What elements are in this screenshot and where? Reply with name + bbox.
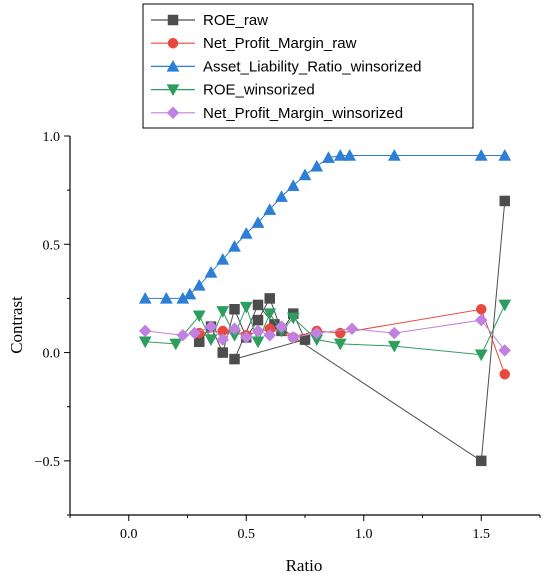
marker-diamond (345, 322, 359, 336)
marker-circle (499, 368, 510, 380)
marker-circle (476, 304, 487, 315)
marker-triangle-up (204, 265, 218, 278)
marker-triangle-down (192, 310, 206, 323)
marker-triangle-up (387, 148, 401, 161)
marker-triangle-up (263, 203, 277, 215)
marker-triangle-down (216, 306, 230, 318)
series-line (145, 304, 506, 356)
y-axis-title: Contrast (7, 296, 26, 354)
marker-triangle-down (286, 312, 300, 325)
series-group (138, 148, 512, 304)
marker-triangle-down (333, 338, 347, 351)
marker-square (167, 14, 179, 26)
marker-diamond (387, 326, 401, 340)
axes: 0.0 0.5 1.0 1.5 −0.5 0.0 0.5 1.0 (35, 130, 541, 542)
marker-diamond (286, 331, 300, 344)
y-tick-label: 1.0 (43, 130, 61, 145)
x-tick-label: 0.0 (120, 527, 138, 542)
marker-circle (167, 37, 179, 49)
marker-triangle-down (166, 84, 180, 97)
marker-triangle-up (322, 151, 335, 163)
legend-label: Net_Profit_Margin_raw (203, 35, 357, 52)
marker-diamond (138, 324, 152, 338)
marker-triangle-up (275, 190, 288, 202)
marker-triangle-up (251, 216, 265, 228)
marker-square (252, 299, 264, 311)
marker-triangle-up (343, 148, 357, 161)
marker-square (252, 314, 264, 326)
marker-diamond (474, 313, 488, 327)
marker-square (217, 347, 228, 358)
marker-triangle-down (498, 299, 512, 312)
legend-label: ROE_winsorized (203, 82, 315, 99)
plot-area (138, 148, 512, 467)
legend-label: ROE_raw (203, 12, 268, 29)
marker-triangle-up (474, 148, 488, 161)
y-tick-label: 0.5 (43, 238, 61, 253)
marker-triangle-up (239, 226, 253, 239)
marker-diamond (228, 322, 241, 336)
marker-triangle-up (183, 287, 197, 300)
marker-diamond (204, 320, 218, 333)
legend-box (142, 3, 474, 129)
marker-triangle-down (169, 338, 183, 351)
marker-diamond (275, 320, 288, 333)
x-axis-title: Ratio (286, 556, 323, 575)
y-tick-label: −0.5 (35, 455, 60, 470)
marker-triangle-down (263, 308, 277, 321)
x-tick-label: 1.0 (355, 527, 373, 542)
marker-diamond (251, 324, 265, 338)
series-line (145, 319, 506, 351)
marker-triangle-down (474, 349, 488, 362)
marker-square (229, 353, 240, 365)
y-tick-label: 0.0 (43, 347, 61, 362)
x-tick-label: 0.5 (238, 527, 256, 542)
marker-triangle-up (298, 168, 312, 181)
marker-triangle-up (216, 252, 230, 265)
marker-triangle-up (310, 159, 324, 172)
marker-diamond (188, 326, 201, 340)
marker-triangle-up (138, 291, 152, 304)
marker-triangle-up (286, 179, 300, 192)
marker-triangle-up (333, 148, 347, 161)
marker-square (264, 293, 275, 304)
legend-label: Asset_Liability_Ratio_winsorized (203, 58, 421, 75)
marker-diamond (216, 333, 230, 346)
marker-diamond (498, 344, 512, 357)
legend-label: Net_Profit_Margin_winsorized (203, 105, 403, 122)
marker-triangle-up (159, 291, 173, 304)
marker-diamond (263, 328, 277, 342)
marker-diamond (239, 331, 253, 344)
marker-square (229, 304, 240, 315)
marker-triangle-up (192, 278, 206, 291)
marker-square (499, 195, 510, 207)
series-group (138, 313, 512, 357)
marker-triangle-up (228, 239, 241, 252)
marker-diamond (176, 328, 190, 342)
legend: ROE_raw Net_Profit_Margin_raw Asset_Liabil… (142, 3, 474, 129)
marker-triangle-up (166, 59, 180, 72)
marker-diamond (310, 326, 324, 340)
marker-diamond (166, 106, 180, 120)
marker-triangle-down (204, 334, 218, 347)
marker-square (476, 455, 487, 467)
marker-triangle-down (239, 301, 253, 314)
marker-triangle-down (387, 340, 401, 353)
marker-triangle-up (498, 148, 512, 161)
x-tick-label: 1.5 (473, 527, 491, 542)
